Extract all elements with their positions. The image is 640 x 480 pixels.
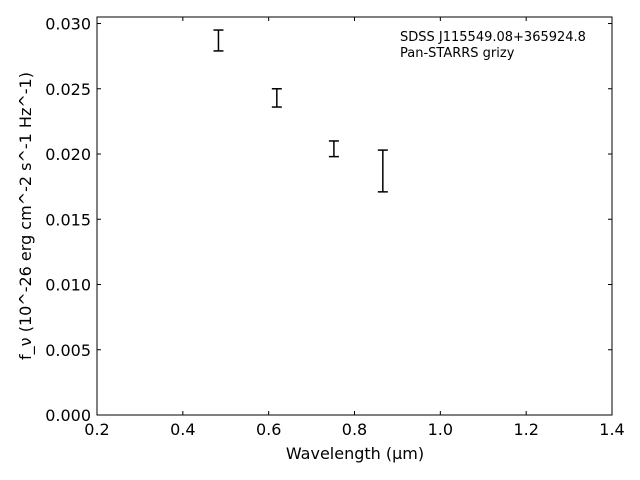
data-point xyxy=(328,140,339,158)
plot-frame xyxy=(96,16,613,416)
y-tick-label: 0.010 xyxy=(45,276,91,295)
y-tick-label: 0.015 xyxy=(45,210,91,229)
x-axis-title: Wavelength (μm) xyxy=(286,444,424,463)
y-tick-label: 0.005 xyxy=(45,341,91,360)
x-tick-label: 1.0 xyxy=(428,420,453,439)
y-tick-label: 0.000 xyxy=(45,406,91,425)
x-tick-label: 0.4 xyxy=(170,420,195,439)
x-tick-label: 1.2 xyxy=(513,420,538,439)
x-tick-label: 0.2 xyxy=(84,420,109,439)
annotation-object-name: SDSS J115549.08+365924.8 xyxy=(400,30,586,45)
data-point xyxy=(213,29,224,52)
data-points-layer xyxy=(213,29,388,193)
y-tick-label: 0.030 xyxy=(45,15,91,34)
data-point xyxy=(271,88,282,108)
x-tick-label: 1.4 xyxy=(599,420,624,439)
x-tick-label: 0.8 xyxy=(342,420,367,439)
data-point xyxy=(377,149,388,193)
y-axis-title: f_ν (10^-26 erg cm^-2 s^-1 Hz^-1) xyxy=(16,72,36,360)
annotation-survey: Pan-STARRS grizy xyxy=(400,46,515,61)
y-tick-label: 0.025 xyxy=(45,80,91,99)
x-tick-label: 0.6 xyxy=(256,420,281,439)
y-tick-label: 0.020 xyxy=(45,145,91,164)
ticks-layer: 0.2 0.4 0.6 0.8 1.0 1.2 1.4 0.000 0.005 0.010 0.01… xyxy=(45,15,625,439)
